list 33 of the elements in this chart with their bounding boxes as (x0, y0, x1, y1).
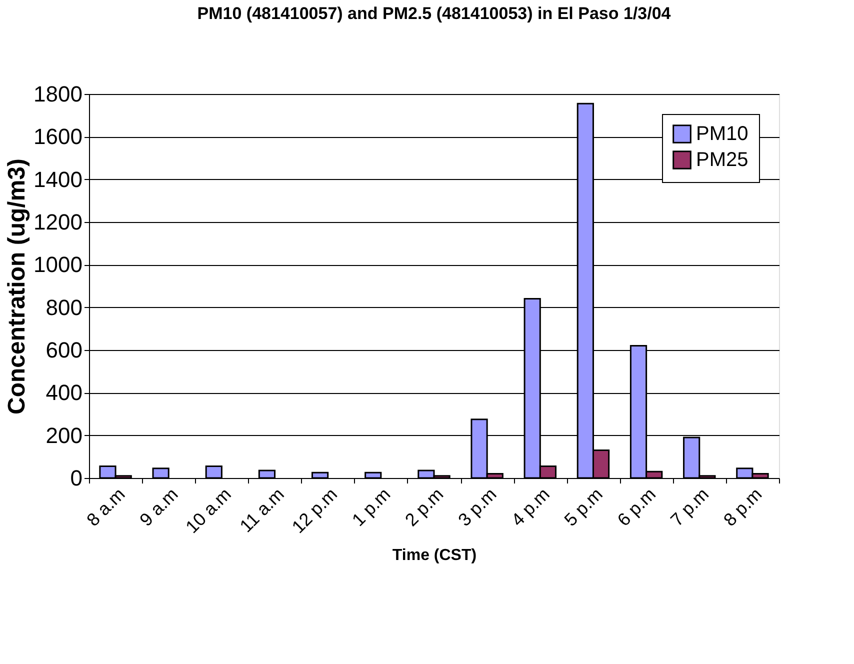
x-tick-label: 3 p.m (454, 484, 500, 530)
x-tick-label: 2 p.m (401, 484, 448, 530)
x-tick-label: 8 a.m (82, 484, 129, 530)
x-tick-label: 1 p.m (348, 484, 394, 530)
y-tick-label: 1200 (34, 210, 82, 234)
x-tick-label: 7 p.m (666, 484, 713, 530)
x-tick-label: 10 a.m (182, 484, 235, 538)
y-tick-label: 600 (46, 338, 82, 362)
x-tick-label: 4 p.m (507, 484, 554, 530)
chart-title: PM10 (481410057) and PM2.5 (481410053) in El Paso 1/3/04 (197, 4, 672, 23)
bar (258, 470, 276, 479)
bar (311, 472, 329, 479)
bar (152, 468, 170, 479)
y-tick-label: 200 (46, 422, 82, 448)
y-tick-label: 1000 (34, 252, 82, 278)
x-axis-title: Time (CST) (392, 547, 477, 564)
x-tick-label: 5 p.m (560, 484, 606, 530)
bar (364, 472, 382, 479)
x-tick-label: 9 a.m (136, 484, 182, 530)
x-tick-label: 11 a.m (236, 484, 288, 536)
x-tick-label: 8 p.m (720, 484, 766, 530)
bar (205, 466, 222, 479)
legend-label: PM25 (696, 149, 748, 171)
y-axis-title: Concentration (ug/m3) (4, 158, 31, 414)
y-tick-label: 400 (46, 380, 82, 406)
legend-label: PM10 (696, 123, 748, 145)
x-tick-label: 6 p.m (614, 484, 660, 530)
y-tick-label: 0 (70, 466, 82, 490)
y-tick-label: 800 (46, 294, 82, 320)
x-tick-label: 12 p.m (288, 484, 342, 538)
y-tick-label: 1400 (34, 166, 82, 192)
y-tick-label: 1600 (34, 124, 82, 150)
y-tick-label: 1800 (34, 82, 82, 106)
